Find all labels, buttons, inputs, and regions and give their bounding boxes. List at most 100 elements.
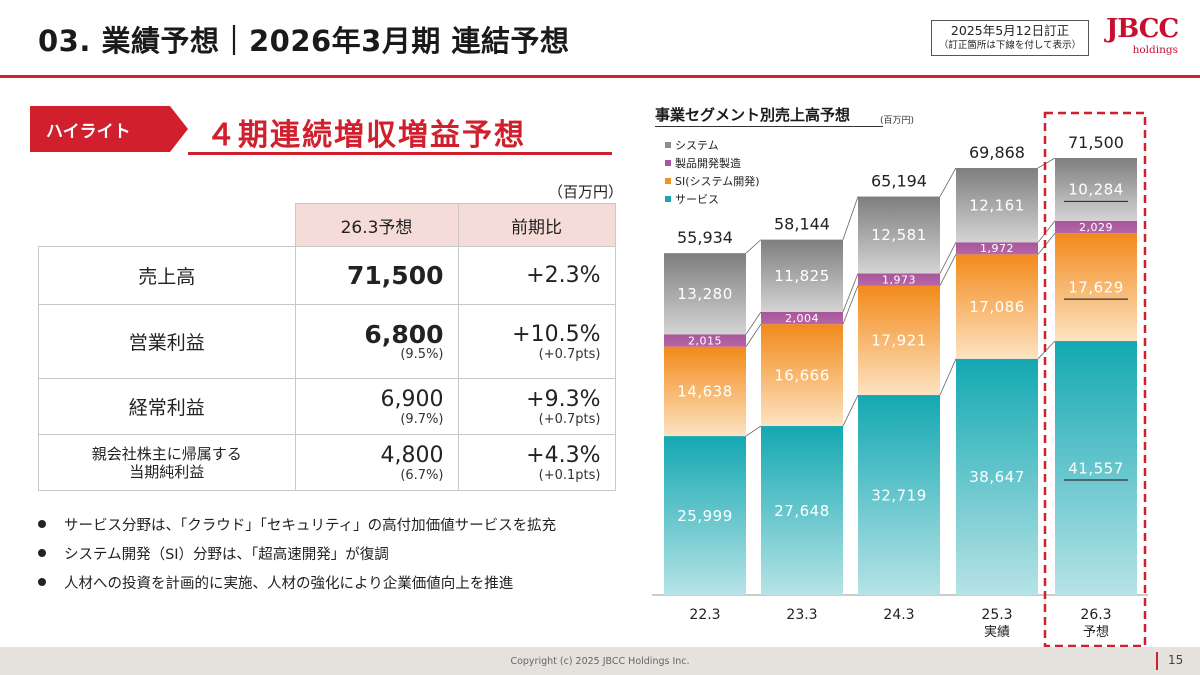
bullet-text: サービス分野は、「クラウド」「セキュリティ」の高付加価値サービスを拡充 xyxy=(64,518,557,534)
connector-line xyxy=(1037,233,1056,255)
footer-bar xyxy=(0,647,1200,675)
op-yoy-cell: +10.5% (+0.7pts) xyxy=(457,304,616,379)
connector-line xyxy=(1037,340,1056,360)
net-yoy-pts: (+0.1pts) xyxy=(538,467,601,483)
ordinary-forecast-cell: 6,900 (9.7%) xyxy=(294,378,459,435)
connector-line xyxy=(939,167,957,197)
bar-label-product-25.3: 1,972 xyxy=(980,242,1014,255)
bar-label-si-23.3: 16,666 xyxy=(774,366,830,384)
table-unit: （百万円） xyxy=(548,183,624,201)
bar-label-system-22.3: 13,280 xyxy=(677,285,733,303)
bar-label-service-25.3: 38,647 xyxy=(969,468,1025,486)
bullet-text: システム開発（SI）分野は、「超高速開発」が復調 xyxy=(64,547,389,563)
bar-system-25.3 xyxy=(956,167,1038,243)
ordinary-yoy-pts: (+0.7pts) xyxy=(538,411,601,427)
ordinary-forecast: 6,900 xyxy=(380,386,444,412)
connector-line xyxy=(939,242,957,274)
connector-line xyxy=(842,285,859,325)
sales-forecast: 71,500 xyxy=(347,260,444,290)
connector-line xyxy=(1037,157,1056,169)
sales-yoy: +2.3% xyxy=(526,262,601,288)
category-label-24.3: 24.3 xyxy=(883,607,914,623)
chart-title: 事業セグメント別売上高予想 xyxy=(655,106,851,124)
bar-label-product-26.3: 2,029 xyxy=(1079,221,1113,234)
bar-system-26.3 xyxy=(1055,158,1137,221)
highlight-underline xyxy=(188,152,612,155)
bullet-dot-icon xyxy=(38,520,46,528)
bar-system-22.3 xyxy=(664,253,746,335)
net-income-label-line2: 当期純利益 xyxy=(129,462,205,481)
connector-line xyxy=(842,196,859,240)
total-label-24.3: 65,194 xyxy=(871,172,927,191)
bar-si-24.3 xyxy=(858,285,940,396)
revision-date: 2025年5月12日訂正 xyxy=(950,23,1070,38)
bar-si-23.3 xyxy=(761,324,843,427)
table-row: 売上高 71,500 +2.3% xyxy=(38,246,616,305)
bar-label-service-24.3: 32,719 xyxy=(871,486,927,504)
op-margin: (9.5%) xyxy=(400,346,444,362)
page-title: 03. 業績予想｜2026年3月期 連結予想 xyxy=(38,24,570,58)
bar-label-service-23.3: 27,648 xyxy=(774,502,830,520)
connector-line xyxy=(939,358,957,396)
bar-service-23.3 xyxy=(761,426,843,595)
bullet-item: システム開発（SI）分野は、「超高速開発」が復調 xyxy=(38,543,389,564)
table-row: 経常利益 6,900 (9.7%) +9.3% (+0.7pts) xyxy=(38,378,616,435)
ordinary-yoy-cell: +9.3% (+0.7pts) xyxy=(457,378,616,435)
table-row: 親会社株主に帰属する 当期純利益 4,800 (6.7%) +4.3% (+0.… xyxy=(38,434,616,491)
bar-label-product-23.3: 2,004 xyxy=(785,312,819,325)
connector-line xyxy=(1037,220,1056,243)
bar-service-25.3 xyxy=(956,358,1038,595)
bar-label-system-26.3: 10,284 xyxy=(1068,181,1124,199)
bar-system-24.3 xyxy=(858,196,940,274)
forecast-table: 26.3予想 前期比 売上高 71,500 +2.3% 営業利益 6,800 (… xyxy=(38,203,616,491)
company-logo: JBCC holdings xyxy=(1106,14,1186,70)
bullet-dot-icon xyxy=(38,549,46,557)
legend-item: サービス xyxy=(675,193,719,206)
net-forecast: 4,800 xyxy=(380,442,444,468)
bar-label-si-22.3: 14,638 xyxy=(677,383,733,401)
page-number-accent xyxy=(1156,652,1158,670)
legend-item: SI(システム開発) xyxy=(675,174,759,188)
bar-label-si-24.3: 17,921 xyxy=(871,332,927,350)
bullet-dot-icon xyxy=(38,578,46,586)
page-number: 15 xyxy=(1168,653,1184,667)
row-label-operating-profit: 営業利益 xyxy=(38,304,296,379)
chart-title-underline xyxy=(655,126,883,127)
category-sublabel-26.3: 予想 xyxy=(1083,624,1109,640)
logo-mark: JBCC xyxy=(1106,14,1179,44)
legend-swatch xyxy=(665,160,671,166)
bar-service-22.3 xyxy=(664,436,746,595)
highlight-tag-shape xyxy=(30,106,188,152)
bar-product-22.3 xyxy=(664,334,746,347)
bar-si-26.3 xyxy=(1055,233,1137,342)
row-label-sales: 売上高 xyxy=(38,246,296,305)
legend-swatch xyxy=(665,178,671,184)
sales-yoy-cell: +2.3% xyxy=(457,246,616,305)
total-label-25.3: 69,868 xyxy=(969,143,1025,162)
category-label-26.3: 26.3 xyxy=(1080,607,1111,623)
connector-line xyxy=(745,239,762,254)
connector-line xyxy=(745,311,762,335)
row-label-ordinary-profit: 経常利益 xyxy=(38,378,296,435)
total-label-26.3: 71,500 xyxy=(1068,133,1124,152)
copyright-text: Copyright (c) 2025 JBCC Holdings Inc. xyxy=(510,656,690,667)
connector-line xyxy=(745,323,762,347)
sales-forecast-cell: 71,500 xyxy=(294,246,459,305)
bar-service-26.3 xyxy=(1055,341,1137,595)
bar-label-product-22.3: 2,015 xyxy=(688,334,722,347)
highlight-tag-label: ハイライト xyxy=(46,122,131,142)
bar-label-product-24.3: 1,973 xyxy=(882,273,916,286)
bar-product-24.3 xyxy=(858,273,940,286)
header-divider xyxy=(0,75,1200,78)
highlight-title: ４期連続増収増益予想 xyxy=(206,118,526,153)
bar-label-system-24.3: 12,581 xyxy=(871,226,927,244)
ordinary-margin: (9.7%) xyxy=(400,411,444,427)
bar-system-23.3 xyxy=(761,239,843,312)
column-header-yoy: 前期比 xyxy=(457,203,616,247)
connector-line xyxy=(939,254,957,286)
revision-notice: 2025年5月12日訂正 （訂正箇所は下線を付して表示） xyxy=(931,20,1089,56)
bar-label-si-25.3: 17,086 xyxy=(969,298,1025,316)
total-label-23.3: 58,144 xyxy=(774,215,830,234)
net-yoy-cell: +4.3% (+0.1pts) xyxy=(457,434,616,491)
